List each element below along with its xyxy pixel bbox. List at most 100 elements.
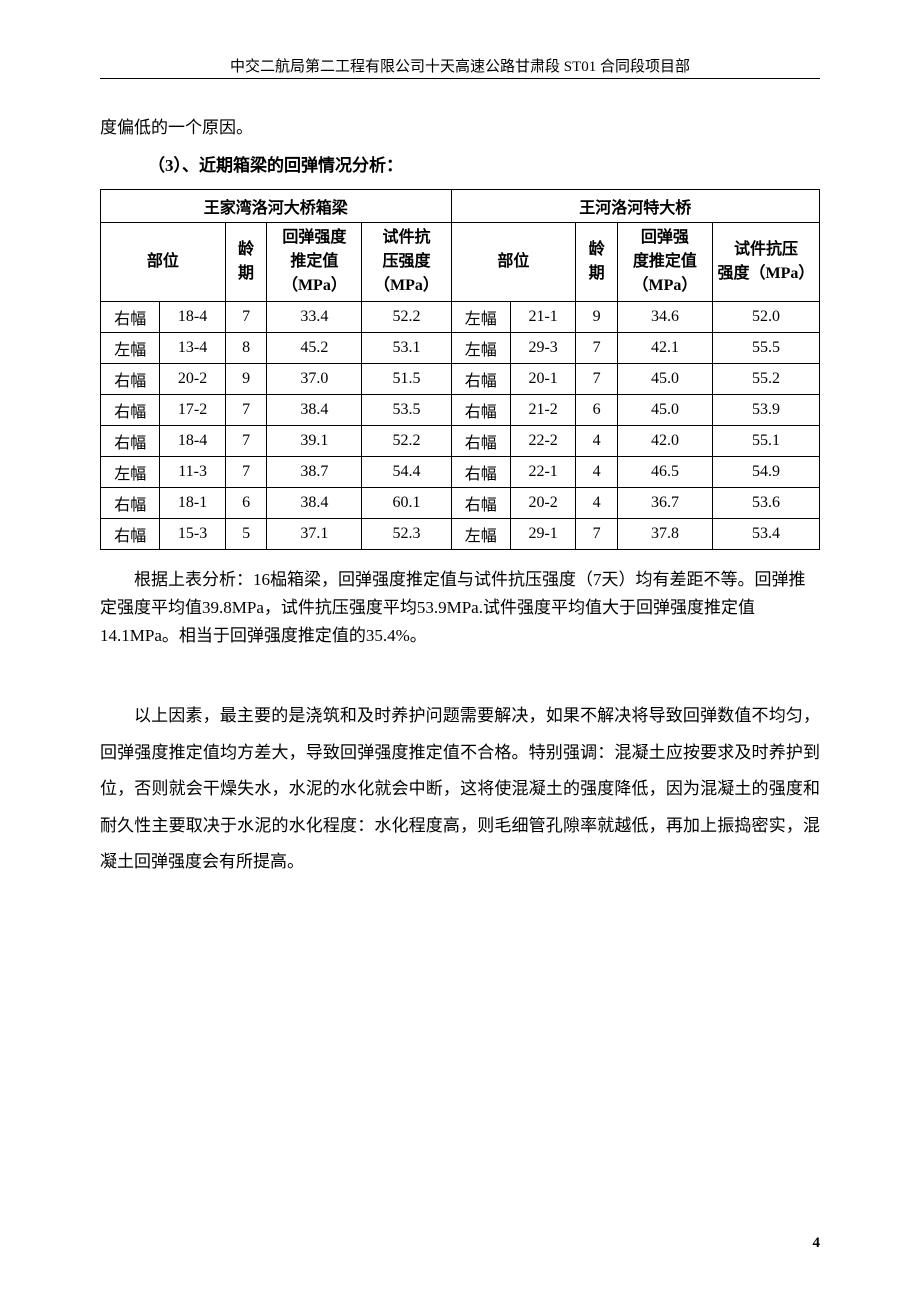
intro-line: 度偏低的一个原因。 bbox=[100, 111, 820, 145]
cell: 53.4 bbox=[712, 519, 819, 550]
cell: 4 bbox=[576, 426, 618, 457]
cell: 18-1 bbox=[160, 488, 225, 519]
cell: 左幅 bbox=[101, 457, 160, 488]
page-header: 中交二航局第二工程有限公司十天高速公路甘肃段 ST01 合同段项目部 bbox=[100, 55, 820, 76]
data-table: 王家湾洛河大桥箱梁 王河洛河特大桥 部位 龄期 回弹强度推定值（MPa） 试件抗… bbox=[100, 189, 820, 550]
cell: 46.5 bbox=[617, 457, 712, 488]
cell: 38.4 bbox=[267, 488, 362, 519]
cell: 7 bbox=[576, 364, 618, 395]
cell: 右幅 bbox=[451, 364, 510, 395]
cell: 7 bbox=[225, 302, 267, 333]
cell: 20-2 bbox=[510, 488, 575, 519]
cell: 右幅 bbox=[101, 519, 160, 550]
table-column-header-row: 部位 龄期 回弹强度推定值（MPa） 试件抗压强度（MPa） 部位 龄期 回弹强… bbox=[101, 223, 820, 302]
cell: 38.4 bbox=[267, 395, 362, 426]
cell: 18-4 bbox=[160, 302, 225, 333]
cell: 29-3 bbox=[510, 333, 575, 364]
cell: 右幅 bbox=[451, 488, 510, 519]
cell: 左幅 bbox=[101, 333, 160, 364]
cell: 21-2 bbox=[510, 395, 575, 426]
cell: 7 bbox=[576, 333, 618, 364]
cell: 9 bbox=[225, 364, 267, 395]
cell: 18-4 bbox=[160, 426, 225, 457]
cell: 42.1 bbox=[617, 333, 712, 364]
cell: 7 bbox=[576, 519, 618, 550]
cell: 38.7 bbox=[267, 457, 362, 488]
cell: 39.1 bbox=[267, 426, 362, 457]
section-heading: （3）、近期箱梁的回弹情况分析： bbox=[148, 149, 820, 183]
col-test-1: 试件抗压强度（MPa） bbox=[362, 223, 451, 302]
analysis-paragraph: 根据上表分析：16榀箱梁，回弹强度推定值与试件抗压强度（7天）均有差距不等。回弹… bbox=[100, 566, 820, 650]
cell: 右幅 bbox=[451, 457, 510, 488]
table-row: 左幅 13-4 8 45.2 53.1 左幅 29-3 7 42.1 55.5 bbox=[101, 333, 820, 364]
cell: 29-1 bbox=[510, 519, 575, 550]
cell: 37.1 bbox=[267, 519, 362, 550]
col-age-1: 龄期 bbox=[225, 223, 267, 302]
cell: 左幅 bbox=[451, 333, 510, 364]
cell: 9 bbox=[576, 302, 618, 333]
cell: 53.1 bbox=[362, 333, 451, 364]
cell: 右幅 bbox=[101, 426, 160, 457]
cell: 4 bbox=[576, 488, 618, 519]
cell: 5 bbox=[225, 519, 267, 550]
cell: 53.9 bbox=[712, 395, 819, 426]
page-number: 4 bbox=[813, 1235, 821, 1252]
col-rebound-2: 回弹强度推定值（MPa） bbox=[617, 223, 712, 302]
cell: 右幅 bbox=[101, 488, 160, 519]
cell: 36.7 bbox=[617, 488, 712, 519]
cell: 右幅 bbox=[101, 364, 160, 395]
table-row: 右幅 18-4 7 33.4 52.2 左幅 21-1 9 34.6 52.0 bbox=[101, 302, 820, 333]
cell: 左幅 bbox=[451, 519, 510, 550]
cell: 15-3 bbox=[160, 519, 225, 550]
table-group-header-row: 王家湾洛河大桥箱梁 王河洛河特大桥 bbox=[101, 190, 820, 223]
cell: 6 bbox=[225, 488, 267, 519]
cell: 37.8 bbox=[617, 519, 712, 550]
table-row: 右幅 15-3 5 37.1 52.3 左幅 29-1 7 37.8 53.4 bbox=[101, 519, 820, 550]
cell: 7 bbox=[225, 426, 267, 457]
col-part-1: 部位 bbox=[101, 223, 226, 302]
cell: 右幅 bbox=[451, 395, 510, 426]
table-row: 右幅 17-2 7 38.4 53.5 右幅 21-2 6 45.0 53.9 bbox=[101, 395, 820, 426]
col-part-2: 部位 bbox=[451, 223, 576, 302]
cell: 17-2 bbox=[160, 395, 225, 426]
conclusion-paragraph: 以上因素，最主要的是浇筑和及时养护问题需要解决，如果不解决将导致回弹数值不均匀，… bbox=[100, 698, 820, 881]
cell: 右幅 bbox=[451, 426, 510, 457]
cell: 21-1 bbox=[510, 302, 575, 333]
cell: 右幅 bbox=[101, 302, 160, 333]
cell: 左幅 bbox=[451, 302, 510, 333]
cell: 45.2 bbox=[267, 333, 362, 364]
cell: 45.0 bbox=[617, 395, 712, 426]
cell: 右幅 bbox=[101, 395, 160, 426]
cell: 42.0 bbox=[617, 426, 712, 457]
table-row: 右幅 18-4 7 39.1 52.2 右幅 22-2 4 42.0 55.1 bbox=[101, 426, 820, 457]
cell: 55.5 bbox=[712, 333, 819, 364]
table-row: 右幅 18-1 6 38.4 60.1 右幅 20-2 4 36.7 53.6 bbox=[101, 488, 820, 519]
cell: 51.5 bbox=[362, 364, 451, 395]
cell: 11-3 bbox=[160, 457, 225, 488]
cell: 8 bbox=[225, 333, 267, 364]
group2-title: 王河洛河特大桥 bbox=[451, 190, 819, 223]
cell: 7 bbox=[225, 395, 267, 426]
cell: 55.1 bbox=[712, 426, 819, 457]
table-row: 右幅 20-2 9 37.0 51.5 右幅 20-1 7 45.0 55.2 bbox=[101, 364, 820, 395]
cell: 55.2 bbox=[712, 364, 819, 395]
table-row: 左幅 11-3 7 38.7 54.4 右幅 22-1 4 46.5 54.9 bbox=[101, 457, 820, 488]
cell: 20-1 bbox=[510, 364, 575, 395]
col-rebound-1: 回弹强度推定值（MPa） bbox=[267, 223, 362, 302]
cell: 22-1 bbox=[510, 457, 575, 488]
cell: 52.0 bbox=[712, 302, 819, 333]
cell: 33.4 bbox=[267, 302, 362, 333]
cell: 22-2 bbox=[510, 426, 575, 457]
cell: 34.6 bbox=[617, 302, 712, 333]
cell: 7 bbox=[225, 457, 267, 488]
header-divider bbox=[100, 78, 820, 79]
cell: 54.9 bbox=[712, 457, 819, 488]
cell: 6 bbox=[576, 395, 618, 426]
cell: 52.2 bbox=[362, 302, 451, 333]
cell: 20-2 bbox=[160, 364, 225, 395]
cell: 60.1 bbox=[362, 488, 451, 519]
group1-title: 王家湾洛河大桥箱梁 bbox=[101, 190, 452, 223]
cell: 37.0 bbox=[267, 364, 362, 395]
cell: 53.5 bbox=[362, 395, 451, 426]
cell: 4 bbox=[576, 457, 618, 488]
